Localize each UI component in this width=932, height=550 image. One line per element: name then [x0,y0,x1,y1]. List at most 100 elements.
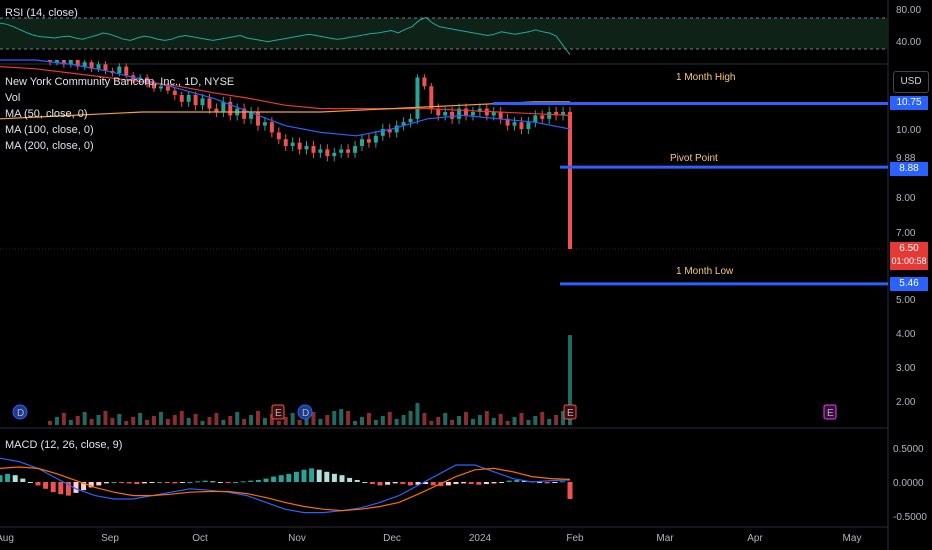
candle-body [436,108,441,116]
vol-label: Vol [5,92,21,104]
macd-histogram-bar [499,482,505,483]
price-tick-10-00: 10.00 [896,125,921,136]
macd-histogram-bar [217,482,223,483]
rsi-tick-80: 80.00 [896,5,921,16]
candle-body [540,115,545,119]
volume-bar [387,412,392,425]
candle-body [256,112,260,126]
candle-body [207,98,212,109]
volume-bar [360,417,364,425]
macd-histogram-bar [491,482,497,484]
volume-bar [318,419,323,425]
earnings-marker-label: E [275,408,282,419]
volume-bar [464,412,468,425]
macd-histogram-bar [369,482,375,485]
volume-bar [332,411,337,425]
volume-bar [470,419,475,425]
last-price: 6.50 [899,243,919,254]
candle-body [325,149,330,157]
macd-histogram-bar [271,476,277,482]
candle-body [457,108,462,119]
candle-body [96,64,101,69]
earnings-marker-label: E [567,408,574,419]
main-legend: New York Community Bancorp, Inc., 1D, NY… [5,74,234,154]
ma200-label: MA (200, close, 0) [5,140,94,152]
candle-body [290,142,295,146]
volume-bar [131,417,136,425]
macd-histogram-bar [20,478,26,482]
macd-histogram-bar [179,482,185,483]
dividend-marker-label: D [17,408,24,419]
candle-body [464,108,468,116]
volume-bar [311,412,316,425]
rsi-label: RSI (14, close) [5,7,78,19]
candle-body [262,122,267,126]
volume-bar [422,413,427,425]
countdown: 01:00:58 [891,256,927,266]
macd-histogram-bar [195,481,201,483]
currency-button[interactable]: USD [893,71,929,93]
volume-bar [450,420,455,425]
macd-tick-0: 0.5000 [893,444,924,455]
candle-body [561,112,566,116]
macd-histogram-bar [461,482,467,484]
candle-body [54,60,59,63]
macd-histogram-bar [476,482,482,485]
volume-bar [193,414,198,425]
dividend-marker [297,404,313,420]
candle-body [422,77,427,87]
candle-body [193,95,198,106]
macd-histogram-bar [377,482,383,486]
candle-body [339,149,344,153]
time-label-2024: 2024 [469,533,492,544]
volume-bar [54,417,59,425]
macd-legend: MACD (12, 26, close, 9) [5,437,122,453]
candle-body [387,129,392,133]
time-label-nov: Nov [288,533,306,544]
macd-histogram-bar [552,482,558,483]
ma200-line [0,101,570,120]
rsi-line [0,16,571,55]
earnings-marker [823,404,837,420]
candle-body [408,118,413,123]
candle-body [242,108,247,119]
candle-body [498,112,503,119]
volume-bar [158,412,163,425]
candle-body [124,66,129,76]
rsi-band [0,18,888,49]
level-tag-pivot: 8.88 [890,162,928,176]
candle-body [61,60,66,65]
candle-body [353,146,358,153]
volume-bar [138,413,143,425]
macd-histogram-bar [248,480,254,482]
volume-bar [96,415,101,425]
macd-histogram-bar [164,482,170,483]
candle-body [373,135,378,143]
dividend-marker [12,404,28,420]
volume-bar [117,414,122,425]
earnings-marker [563,404,577,420]
candle-body [332,152,337,157]
macd-histogram-bar [12,475,18,482]
candle-body [228,101,233,116]
macd-histogram-bar [286,473,292,482]
candle-body [214,108,219,112]
volume-bar [297,420,302,425]
volume-bar [235,412,240,425]
volume-bar [561,411,566,425]
volume-bar [533,416,538,425]
macd-histogram-bar [301,469,307,482]
candle-body [165,86,170,91]
macd-histogram-bar [445,482,451,486]
macd-histogram-bar [331,473,337,482]
volume-bar [89,419,94,425]
candle-body [158,86,163,89]
volume-bar [228,416,233,425]
volume-bar [242,419,247,425]
macd-histogram-bar [263,478,269,482]
price-tick-partial: 9.88 [896,153,916,164]
macd-histogram-bar [58,482,64,495]
macd-histogram-bar [400,482,406,485]
volume-bar [61,413,66,425]
candle-body [318,149,323,153]
